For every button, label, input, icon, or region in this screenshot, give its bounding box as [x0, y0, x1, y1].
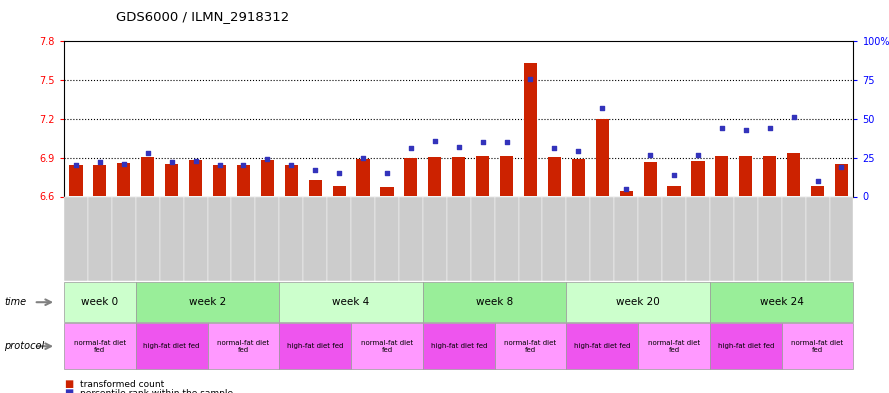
- Point: [116, 161, 131, 167]
- Bar: [500, 156, 513, 196]
- Point: [524, 75, 538, 82]
- Bar: [692, 161, 704, 196]
- Text: high-fat diet fed: high-fat diet fed: [717, 343, 774, 349]
- Text: normal-fat diet
fed: normal-fat diet fed: [218, 340, 269, 353]
- Point: [92, 159, 107, 165]
- Text: week 0: week 0: [81, 297, 118, 307]
- Bar: [213, 165, 226, 196]
- Text: GDS6000 / ILMN_2918312: GDS6000 / ILMN_2918312: [116, 10, 289, 23]
- Bar: [260, 160, 274, 196]
- Text: ■: ■: [64, 379, 73, 389]
- Point: [835, 164, 849, 170]
- Bar: [165, 163, 178, 196]
- Bar: [308, 180, 322, 196]
- Text: week 20: week 20: [616, 297, 660, 307]
- Point: [404, 145, 418, 152]
- Point: [452, 144, 466, 150]
- Text: week 8: week 8: [476, 297, 513, 307]
- Point: [500, 139, 514, 145]
- Text: normal-fat diet
fed: normal-fat diet fed: [361, 340, 413, 353]
- Point: [212, 162, 227, 169]
- Bar: [189, 160, 202, 196]
- Point: [308, 167, 323, 173]
- Bar: [740, 156, 752, 196]
- Point: [140, 150, 155, 156]
- Bar: [93, 165, 107, 196]
- Bar: [453, 157, 465, 196]
- Bar: [284, 165, 298, 196]
- Point: [380, 170, 394, 176]
- Bar: [835, 163, 848, 196]
- Text: week 24: week 24: [760, 297, 804, 307]
- Text: ■: ■: [64, 388, 73, 393]
- Bar: [332, 185, 346, 196]
- Point: [595, 105, 609, 111]
- Point: [691, 151, 705, 158]
- Point: [548, 145, 562, 152]
- Bar: [763, 156, 776, 196]
- Bar: [811, 185, 824, 196]
- Bar: [380, 187, 394, 196]
- Point: [284, 162, 299, 169]
- Bar: [356, 159, 370, 196]
- Text: normal-fat diet
fed: normal-fat diet fed: [74, 340, 126, 353]
- Point: [476, 139, 490, 145]
- Bar: [428, 157, 441, 196]
- Bar: [668, 186, 681, 196]
- Bar: [404, 158, 418, 196]
- Point: [715, 125, 729, 131]
- Point: [739, 127, 753, 133]
- Point: [619, 185, 633, 192]
- Point: [188, 158, 203, 164]
- Point: [811, 178, 825, 184]
- Text: transformed count: transformed count: [80, 380, 164, 389]
- Bar: [787, 153, 800, 196]
- Bar: [69, 165, 83, 196]
- Bar: [572, 159, 585, 196]
- Text: high-fat diet fed: high-fat diet fed: [287, 343, 343, 349]
- Point: [763, 125, 777, 131]
- Point: [428, 138, 442, 144]
- Bar: [716, 156, 728, 196]
- Bar: [141, 157, 155, 196]
- Text: normal-fat diet
fed: normal-fat diet fed: [504, 340, 557, 353]
- Text: high-fat diet fed: high-fat diet fed: [574, 343, 630, 349]
- Point: [164, 159, 179, 165]
- Bar: [117, 163, 131, 196]
- Point: [643, 151, 657, 158]
- Text: high-fat diet fed: high-fat diet fed: [430, 343, 487, 349]
- Bar: [236, 165, 250, 196]
- Bar: [596, 119, 609, 196]
- Text: protocol: protocol: [4, 341, 44, 351]
- Text: normal-fat diet
fed: normal-fat diet fed: [791, 340, 844, 353]
- Text: percentile rank within the sample: percentile rank within the sample: [80, 389, 233, 393]
- Bar: [477, 156, 489, 196]
- Point: [572, 148, 586, 154]
- Point: [236, 162, 251, 169]
- Bar: [548, 157, 561, 196]
- Point: [667, 172, 681, 178]
- Bar: [644, 162, 657, 196]
- Text: normal-fat diet
fed: normal-fat diet fed: [648, 340, 700, 353]
- Text: week 2: week 2: [189, 297, 226, 307]
- Point: [787, 114, 801, 121]
- Bar: [524, 63, 537, 196]
- Bar: [620, 191, 633, 196]
- Text: time: time: [4, 297, 27, 307]
- Point: [332, 170, 346, 176]
- Text: high-fat diet fed: high-fat diet fed: [143, 343, 200, 349]
- Point: [356, 154, 370, 161]
- Text: week 4: week 4: [332, 297, 370, 307]
- Point: [260, 156, 275, 162]
- Point: [68, 162, 83, 169]
